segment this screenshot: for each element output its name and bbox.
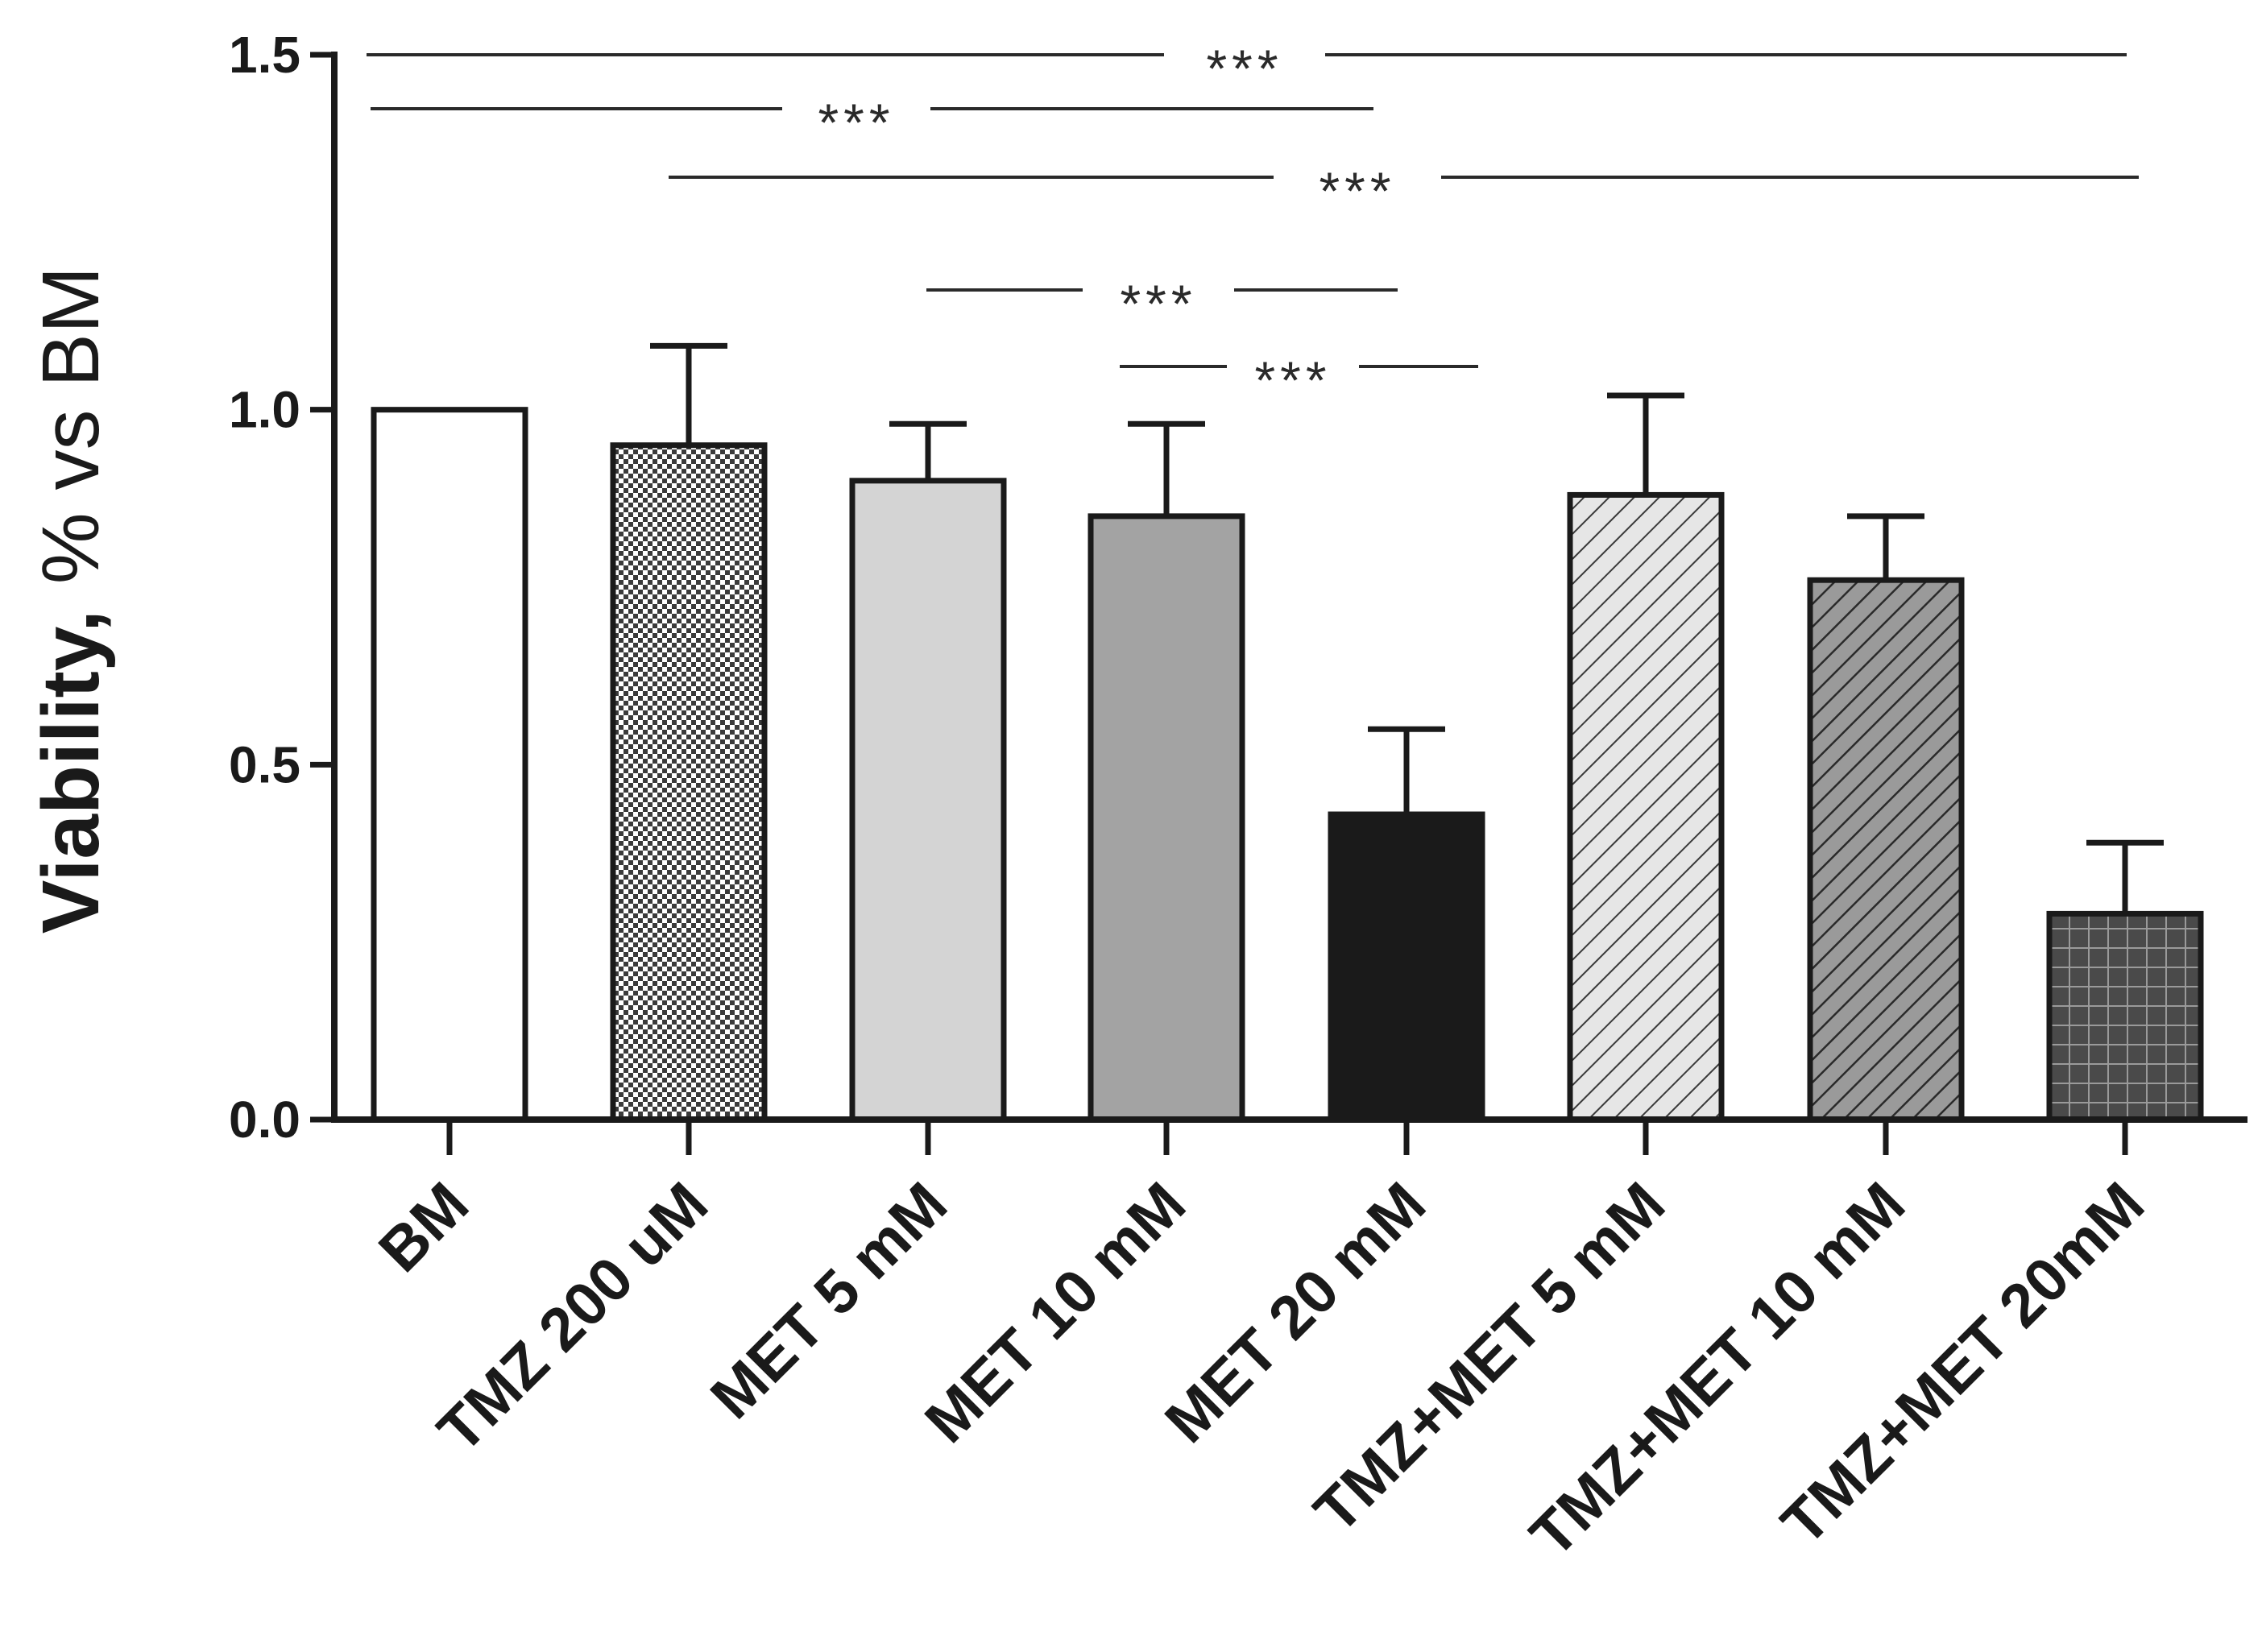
bar-met-20-mm: [1328, 811, 1485, 1123]
significance-label: ***: [1254, 350, 1331, 410]
y-tick-label: 1.5: [229, 26, 300, 84]
significance-brackets: *** *** *** *** ***: [367, 39, 2139, 410]
x-category-label: BM: [366, 1170, 482, 1286]
significance-label: ***: [818, 93, 894, 152]
y-axis-label-bold: Viability,: [26, 610, 116, 934]
y-axis-label: Viability, % vs BM: [26, 267, 116, 934]
bar-tmz-met-20mm: [2046, 910, 2204, 1123]
bar-tmz-met-10-mm: [1807, 577, 1965, 1123]
bar-met-10-mm: [1088, 513, 1245, 1123]
y-tick-label: 1.0: [229, 381, 300, 439]
significance-label: ***: [1319, 161, 1395, 221]
bar-met-5-mm: [849, 478, 1007, 1123]
bar-bm: [371, 407, 528, 1123]
bars: [371, 407, 2204, 1123]
x-category-label: MET 10 mM: [912, 1170, 1199, 1456]
x-category-label: MET 5 mM: [698, 1170, 960, 1432]
bar-tmz-met-5-mm: [1567, 491, 1725, 1123]
axes: [331, 52, 2248, 1155]
y-tick-label: 0.5: [229, 735, 300, 793]
y-axis-ticks: 0.0 0.5 1.0 1.5: [229, 26, 334, 1149]
y-axis-label-regular: % vs BM: [26, 267, 116, 584]
error-bars: [650, 342, 2164, 914]
significance-label: ***: [1206, 39, 1282, 98]
bar-tmz-200-um: [610, 442, 768, 1123]
significance-label: ***: [1120, 274, 1196, 333]
y-tick-label: 0.0: [229, 1091, 300, 1149]
